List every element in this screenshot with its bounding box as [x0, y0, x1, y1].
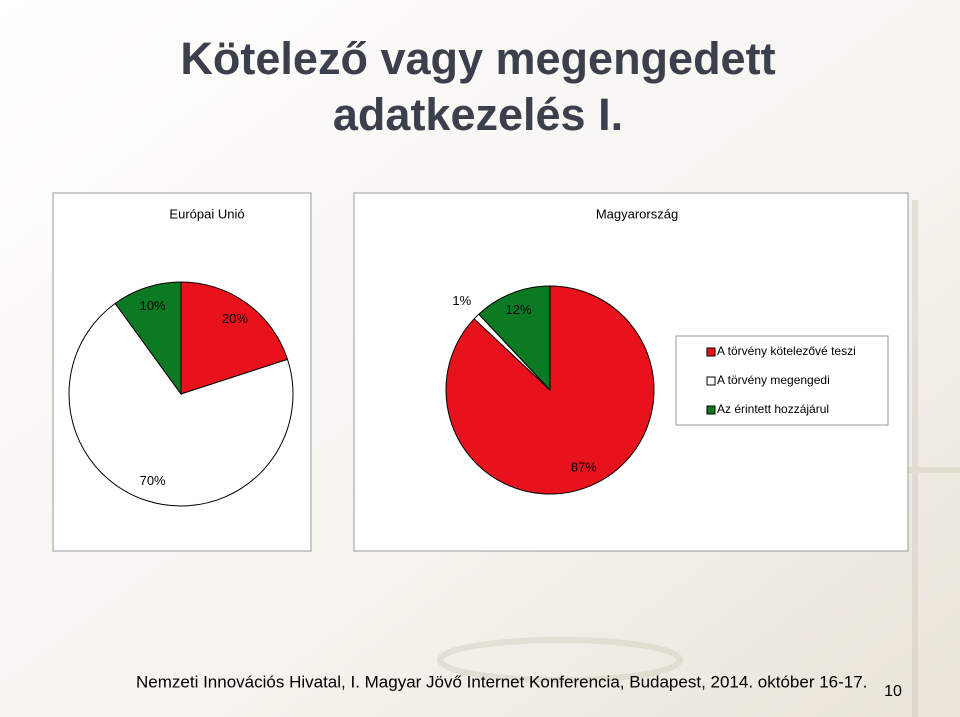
- data-label: 12%: [506, 302, 532, 317]
- pie-slice: [180, 281, 289, 395]
- footer: Nemzeti Innovációs Hivatal, I. Magyar Jö…: [136, 672, 867, 691]
- data-label: 70%: [140, 473, 166, 488]
- data-label: 1%: [452, 293, 471, 308]
- pie-slice: [445, 285, 655, 495]
- data-label: 87%: [571, 460, 597, 475]
- legend-swatch: [706, 347, 716, 357]
- chart-title: Európai Unió: [169, 206, 244, 221]
- pie-slice: [68, 302, 294, 507]
- chart-title: Magyarország: [596, 206, 678, 221]
- pie-slice: [478, 285, 551, 392]
- legend-label: Az érintett hozzájárul: [717, 402, 829, 416]
- data-label: 10%: [140, 298, 166, 313]
- slide-title: Kötelező vagy megengedett: [180, 33, 775, 84]
- slide-title: adatkezelés I.: [333, 89, 623, 140]
- data-label: 20%: [222, 311, 248, 326]
- legend-swatch: [706, 405, 716, 415]
- pie-slice: [114, 281, 182, 396]
- page-number: 10: [884, 683, 902, 700]
- legend-swatch: [706, 376, 716, 386]
- legend-label: A törvény megengedi: [717, 373, 830, 387]
- legend-label: A törvény kötelezővé teszi: [717, 344, 856, 358]
